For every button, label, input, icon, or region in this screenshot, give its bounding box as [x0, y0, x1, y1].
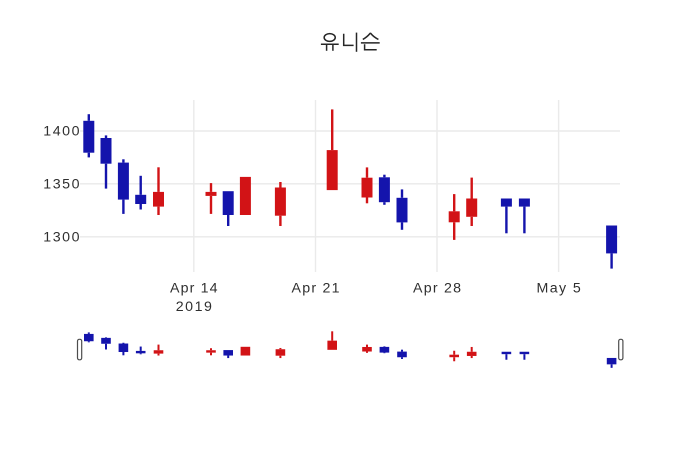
svg-text:Apr 14: Apr 14	[170, 280, 218, 296]
svg-text:1400: 1400	[43, 124, 79, 140]
svg-text:1350: 1350	[43, 177, 79, 193]
svg-text:1300: 1300	[43, 230, 79, 246]
svg-text:Apr 28: Apr 28	[413, 280, 461, 296]
svg-text:Apr 21: Apr 21	[292, 280, 340, 296]
svg-text:May 5: May 5	[536, 280, 580, 296]
svg-text:2019: 2019	[176, 299, 212, 315]
